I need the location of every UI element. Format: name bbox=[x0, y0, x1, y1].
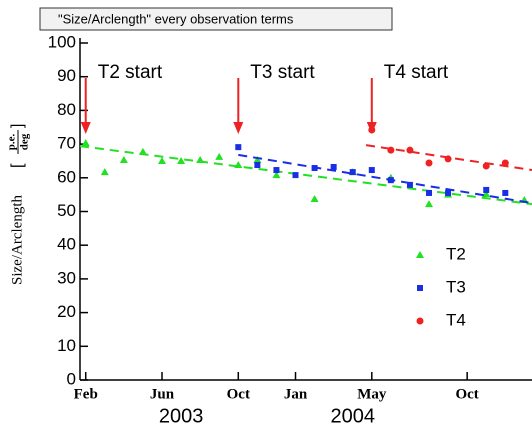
point bbox=[349, 169, 356, 176]
point bbox=[406, 181, 413, 188]
legend-label: T3 bbox=[446, 277, 466, 296]
y-tick-label: 90 bbox=[57, 66, 76, 85]
x-tick-label: May bbox=[357, 386, 387, 402]
x-tick-label: Feb bbox=[74, 386, 98, 402]
point bbox=[330, 164, 337, 171]
point bbox=[273, 167, 280, 174]
year-label: 2004 bbox=[330, 405, 375, 427]
point bbox=[368, 167, 375, 174]
y-label: Size/Arclength bbox=[9, 195, 25, 285]
title-box bbox=[39, 7, 393, 31]
point bbox=[502, 189, 509, 196]
arrow-head bbox=[80, 122, 91, 134]
point bbox=[158, 156, 167, 164]
point bbox=[417, 285, 423, 291]
trend-line bbox=[79, 145, 532, 206]
point bbox=[444, 155, 452, 163]
point bbox=[483, 186, 490, 193]
point bbox=[416, 251, 424, 258]
y-unit-den: deg bbox=[19, 133, 31, 150]
point bbox=[100, 168, 109, 176]
legend-label: T4 bbox=[446, 310, 466, 329]
point bbox=[482, 162, 490, 170]
point bbox=[215, 152, 224, 160]
point bbox=[310, 195, 319, 203]
y-axis-label: Size/Arclength p.e. deg [ ] bbox=[6, 124, 31, 285]
y-tick-label: 100 bbox=[48, 32, 76, 51]
point bbox=[482, 189, 491, 197]
point bbox=[177, 156, 186, 164]
y-tick-label: 20 bbox=[57, 302, 76, 321]
y-tick-label: 60 bbox=[57, 167, 76, 186]
point bbox=[426, 189, 433, 196]
x-tick-label: Jan bbox=[284, 386, 308, 402]
y-tick-label: 10 bbox=[57, 336, 76, 355]
arrow-head bbox=[233, 122, 244, 134]
chart-title: "Size/Arclength" every observation terms bbox=[58, 11, 294, 26]
bracket: [ bbox=[9, 163, 26, 168]
annotation: T4 start bbox=[384, 62, 449, 83]
x-tick-label: Jun bbox=[150, 386, 175, 402]
point bbox=[235, 144, 242, 151]
x-tick-label: Oct bbox=[455, 386, 478, 402]
y-tick-label: 30 bbox=[57, 268, 76, 287]
annotation: T2 start bbox=[98, 62, 163, 83]
y-tick-label: 70 bbox=[57, 134, 76, 153]
point bbox=[234, 160, 243, 168]
point bbox=[253, 155, 262, 163]
year-label: 2003 bbox=[159, 405, 204, 427]
point bbox=[138, 147, 147, 155]
point bbox=[406, 146, 414, 154]
x-tick-label: Oct bbox=[227, 386, 250, 402]
point bbox=[368, 126, 376, 134]
point bbox=[311, 165, 318, 172]
bracket: ] bbox=[9, 124, 26, 128]
point bbox=[254, 161, 261, 168]
point bbox=[416, 317, 424, 325]
point bbox=[292, 172, 299, 179]
point bbox=[272, 171, 281, 179]
point bbox=[425, 200, 434, 208]
trend-line bbox=[238, 153, 532, 205]
y-unit-num: p.e. bbox=[6, 134, 18, 151]
point bbox=[387, 177, 394, 184]
y-tick-label: 40 bbox=[57, 235, 76, 254]
point bbox=[501, 159, 509, 167]
point bbox=[445, 189, 452, 196]
y-tick-label: 80 bbox=[57, 100, 76, 119]
point bbox=[81, 139, 90, 147]
y-tick-label: 50 bbox=[57, 201, 76, 220]
point bbox=[387, 146, 395, 154]
annotation: T3 start bbox=[250, 62, 315, 83]
legend-label: T2 bbox=[446, 244, 466, 263]
y-tick-label: 0 bbox=[67, 369, 76, 388]
point bbox=[425, 159, 433, 167]
point bbox=[196, 155, 205, 163]
point bbox=[119, 155, 128, 163]
